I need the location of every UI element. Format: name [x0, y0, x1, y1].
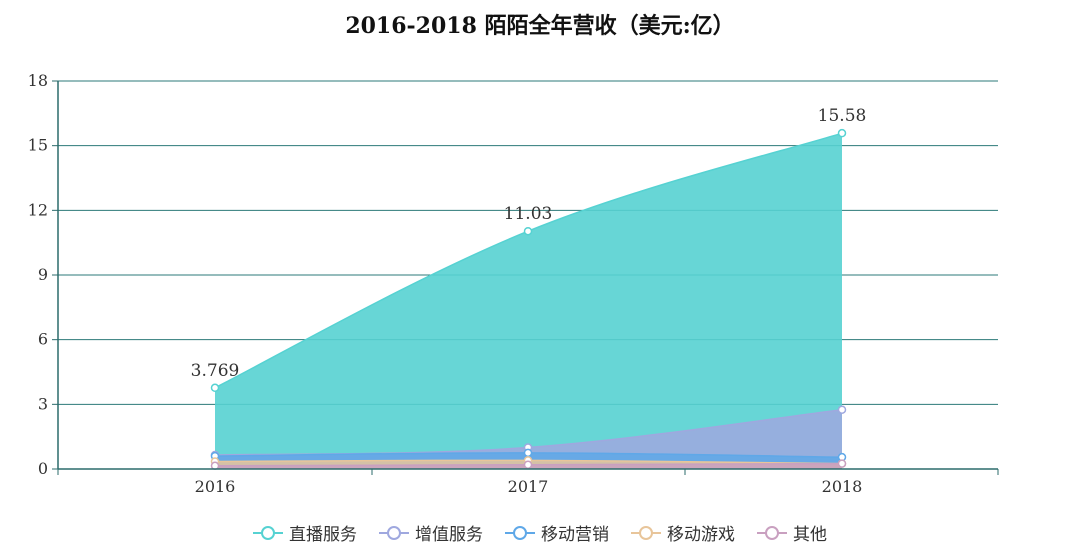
legend-label: 移动游戏 — [667, 525, 735, 545]
y-tick-label: 18 — [28, 71, 48, 90]
data-point — [523, 460, 533, 469]
data-point — [523, 448, 533, 458]
y-tick-label: 12 — [28, 200, 48, 219]
chart-title: 2016-2018 陌陌全年营收（美元:亿） — [345, 13, 735, 39]
data-point — [837, 128, 847, 138]
data-point — [523, 226, 533, 236]
x-tick-label: 2017 — [508, 477, 549, 496]
y-tick-label: 15 — [28, 136, 48, 155]
x-tick-label: 2018 — [822, 477, 863, 496]
legend-marker-icon — [253, 525, 283, 540]
legend-item-vas[interactable]: 增值服务 — [379, 520, 483, 545]
data-label: 11.03 — [504, 204, 553, 224]
data-point — [210, 383, 220, 393]
area-chart: 0 3 6 9 12 15 18 3.769 11.03 15.58 2016 2017 2018 — [28, 71, 999, 496]
legend-marker-icon — [757, 525, 787, 540]
x-tick-label: 2016 — [195, 477, 236, 496]
legend-label: 增值服务 — [415, 525, 483, 545]
legend-label: 其他 — [793, 525, 827, 545]
data-point — [837, 459, 847, 468]
legend-item-marketing[interactable]: 移动营销 — [505, 520, 609, 545]
legend-item-games[interactable]: 移动游戏 — [631, 520, 735, 545]
y-tick-label: 6 — [38, 330, 48, 349]
legend-item-other[interactable]: 其他 — [757, 520, 827, 545]
y-tick-label: 0 — [38, 459, 48, 478]
y-tick-label: 9 — [38, 265, 48, 284]
data-point — [837, 405, 847, 414]
legend-label: 直播服务 — [289, 525, 357, 545]
legend-marker-icon — [631, 525, 661, 540]
legend-label: 移动营销 — [541, 525, 609, 545]
data-label: 15.58 — [818, 106, 867, 126]
data-label: 3.769 — [191, 361, 240, 381]
data-point — [210, 461, 220, 471]
legend: 直播服务 增值服务 移动营销 移动游戏 其他 — [0, 520, 1080, 545]
y-tick-label: 3 — [38, 394, 48, 413]
legend-item-live[interactable]: 直播服务 — [253, 520, 357, 545]
area-live — [215, 133, 842, 470]
legend-marker-icon — [379, 525, 409, 540]
legend-marker-icon — [505, 525, 535, 540]
